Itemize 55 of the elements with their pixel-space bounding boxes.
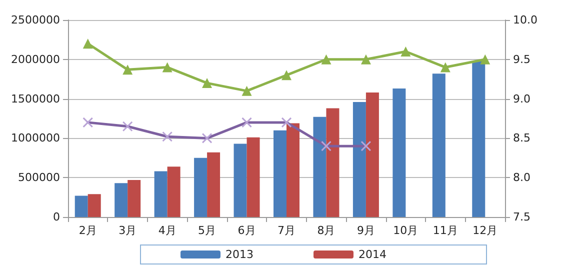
y2-tick-label: 8.5 bbox=[513, 132, 530, 145]
x-tick-label: 3月 bbox=[118, 224, 137, 237]
x-tick-label: 10月 bbox=[393, 224, 418, 237]
bar bbox=[366, 92, 379, 217]
y2-tick-label: 10.0 bbox=[513, 14, 538, 26]
legend-label: 2014 bbox=[358, 248, 386, 261]
point bbox=[321, 54, 332, 64]
bar bbox=[392, 88, 406, 217]
point bbox=[440, 62, 450, 72]
point bbox=[242, 86, 252, 96]
y-tick-label: 2500000 bbox=[11, 14, 60, 26]
bar bbox=[352, 102, 366, 217]
bar bbox=[286, 123, 300, 217]
x-tick-label: 9月 bbox=[356, 224, 375, 237]
x-tick-label: 8月 bbox=[317, 224, 336, 237]
point bbox=[122, 64, 133, 75]
legend-label: 2013 bbox=[226, 248, 254, 261]
y-tick-label: 2000000 bbox=[11, 52, 60, 66]
bar bbox=[246, 137, 260, 217]
bar bbox=[74, 196, 88, 217]
y-tick-label: 500000 bbox=[18, 171, 60, 184]
bar bbox=[194, 158, 208, 217]
y2-tick-label: 9.5 bbox=[513, 52, 530, 66]
y2-tick-label: 9.0 bbox=[513, 92, 530, 106]
y2-tick-label: 8.0 bbox=[513, 171, 530, 184]
x-tick-label: 2月 bbox=[78, 224, 97, 237]
y2-tick-label: 7.5 bbox=[513, 210, 530, 224]
point bbox=[202, 78, 212, 88]
point bbox=[162, 62, 172, 72]
y-tick-label: 0 bbox=[53, 210, 60, 224]
bar bbox=[274, 130, 286, 217]
bar bbox=[128, 180, 141, 217]
bar bbox=[154, 171, 168, 217]
point bbox=[82, 38, 93, 49]
bar bbox=[313, 116, 326, 217]
bar bbox=[472, 60, 486, 217]
bar bbox=[326, 108, 340, 217]
bar bbox=[88, 194, 101, 217]
x-tick-label: 4月 bbox=[158, 224, 176, 237]
x-tick-label: 12月 bbox=[472, 224, 498, 237]
x-tick-label: 11月 bbox=[432, 224, 458, 237]
x-tick-label: 6月 bbox=[238, 224, 256, 237]
point bbox=[480, 54, 490, 64]
bar bbox=[114, 183, 128, 217]
x-tick-label: 5月 bbox=[198, 224, 216, 237]
y-tick-label: 1000000 bbox=[11, 132, 60, 145]
bar bbox=[234, 144, 247, 217]
y-tick-label: 1500000 bbox=[11, 92, 60, 106]
bar bbox=[207, 152, 220, 217]
point bbox=[282, 70, 292, 80]
point bbox=[400, 46, 411, 57]
bar bbox=[167, 166, 180, 217]
point bbox=[360, 54, 371, 64]
x-tick-label: 7月 bbox=[278, 224, 296, 237]
bar bbox=[432, 74, 446, 217]
